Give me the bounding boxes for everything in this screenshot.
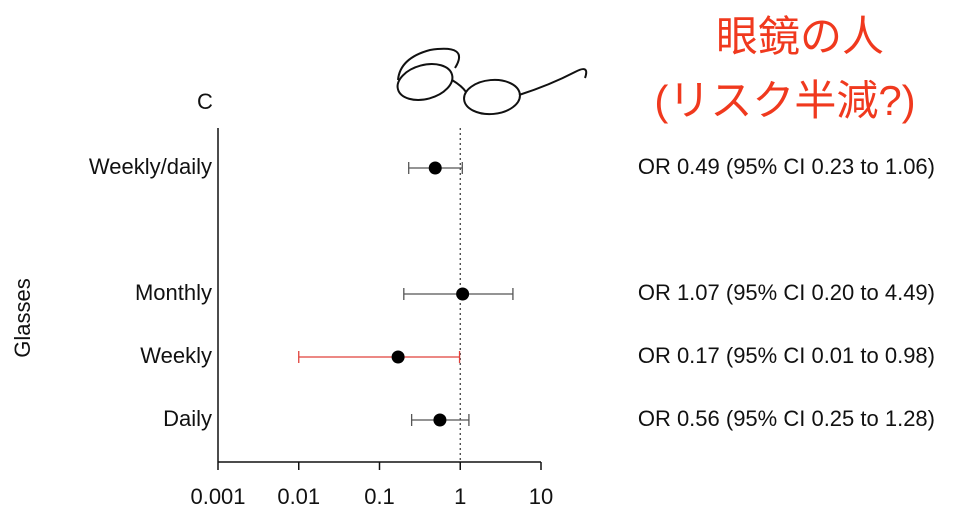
panel-label: C — [197, 89, 213, 114]
x-tick-label: 0.1 — [364, 484, 395, 509]
value-label: OR 0.56 (95% CI 0.25 to 1.28) — [638, 406, 935, 431]
annotation: (リスク半減?) — [654, 77, 915, 124]
point — [392, 351, 405, 364]
y-axis-label: Glasses — [10, 278, 35, 357]
value-label: OR 1.07 (95% CI 0.20 to 4.49) — [638, 280, 935, 305]
value-label: OR 0.17 (95% CI 0.01 to 0.98) — [638, 343, 935, 368]
point — [433, 414, 446, 427]
y-tick-label: Daily — [163, 406, 212, 431]
glasses-icon — [394, 49, 587, 117]
page: C Glasses 眼鏡の人 (リスク半減?) 0.001 0.01 0.1 1 10 W… — [0, 0, 962, 516]
x-tick-label: 0.01 — [277, 484, 320, 509]
y-tick-label: Weekly — [140, 343, 212, 368]
y-tick-label: Weekly/daily — [89, 154, 212, 179]
annotation: 眼鏡の人 — [716, 13, 884, 60]
point — [429, 162, 442, 175]
y-tick-label: Monthly — [135, 280, 212, 305]
point — [456, 288, 469, 301]
x-tick-label: 10 — [529, 484, 553, 509]
x-tick-label: 0.001 — [190, 484, 245, 509]
value-label: OR 0.49 (95% CI 0.23 to 1.06) — [638, 154, 935, 179]
x-tick-label: 1 — [454, 484, 466, 509]
chart: C Glasses 眼鏡の人 (リスク半減?) 0.001 0.01 0.1 1 10 W… — [0, 0, 962, 516]
